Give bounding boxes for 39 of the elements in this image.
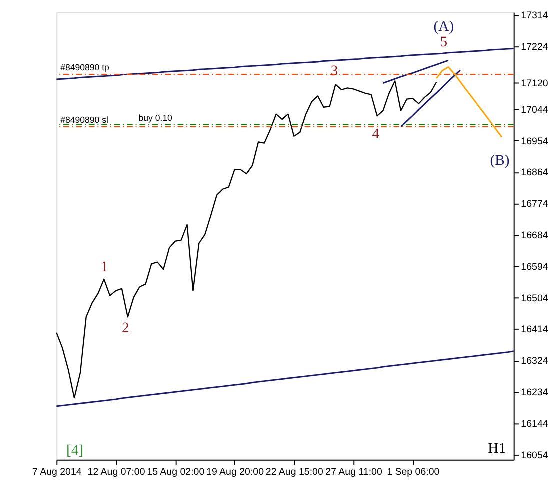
line-series	[400, 70, 462, 128]
y-tick-label: 17044	[521, 104, 549, 116]
y-tick-label: 16504	[521, 293, 549, 304]
y-tick-label: 16234	[521, 388, 549, 399]
x-tick-label: 15 Aug 02:00	[147, 466, 206, 478]
annotation: 1	[100, 260, 108, 276]
y-tick-label: 17314	[521, 10, 549, 22]
annotation: H1	[488, 441, 506, 458]
line-series	[436, 66, 503, 138]
y-tick-label: 17224	[521, 42, 549, 54]
y-tick-label: 16144	[521, 418, 549, 430]
y-tick-label: 16054	[521, 450, 549, 462]
x-tick-label: 27 Aug 11:00	[326, 466, 383, 478]
x-tick-label: 19 Aug 20:00	[206, 466, 265, 478]
annotation: [4]	[66, 443, 84, 460]
line-series	[382, 60, 450, 84]
x-tick-label: 12 Aug 07:00	[88, 466, 146, 478]
x-tick-label: 1 Sep 06:00	[387, 466, 440, 478]
y-tick-label: 16594	[521, 262, 549, 273]
y-tick-label: 16774	[521, 199, 549, 210]
x-tick-label: 22 Aug 15:00	[266, 466, 324, 478]
annotation: 2	[122, 320, 130, 337]
y-tick-label: 16864	[521, 168, 549, 179]
ref-line-label: #8490890 tp	[60, 62, 110, 73]
ref-line-label: #8490890 sl	[60, 114, 108, 125]
ref-line-label: buy 0.10	[138, 112, 173, 123]
x-tick-label: 7 Aug 2014	[32, 466, 82, 478]
y-tick-label: 16954	[521, 136, 549, 148]
y-tick-label: 16684	[521, 230, 549, 242]
annotation: 5	[440, 34, 448, 50]
annotation: 4	[372, 126, 380, 143]
line-series	[56, 80, 438, 399]
annotation: (A)	[434, 18, 454, 35]
line-series	[56, 350, 515, 408]
y-tick-label: 16324	[521, 356, 549, 368]
line-series	[56, 48, 515, 80]
y-tick-label: 17120	[521, 78, 549, 90]
y-tick-label: 16414	[521, 324, 549, 336]
annotation: (B)	[490, 152, 510, 169]
